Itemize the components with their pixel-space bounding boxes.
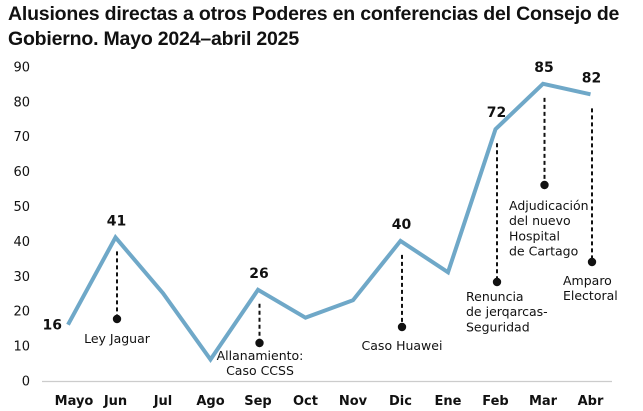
- annotation-label: del nuevo: [509, 213, 571, 228]
- x-tick-label: Nov: [339, 394, 368, 409]
- annotation-label: de Cartago: [509, 244, 578, 259]
- y-tick-label: 70: [13, 130, 30, 145]
- annotation-dot: [397, 322, 407, 332]
- y-tick-label: 20: [13, 305, 30, 320]
- x-tick-label: Feb: [482, 394, 508, 409]
- annotation-label: Caso CCSS: [226, 363, 294, 378]
- x-tick-label: Ene: [435, 394, 462, 409]
- annotation-label: Caso Huawei: [362, 338, 443, 353]
- data-label: 16: [43, 318, 62, 334]
- annotation-label: Ley Jaguar: [84, 331, 151, 346]
- y-tick-label: 80: [13, 95, 30, 110]
- x-tick-label: Ago: [196, 394, 224, 409]
- y-tick-label: 40: [13, 235, 30, 250]
- annotation-label: Amparo: [563, 273, 612, 288]
- annotation-label: de jerqarcas-: [466, 304, 548, 319]
- data-label: 40: [392, 217, 412, 233]
- annotation-dot: [255, 338, 264, 348]
- x-tick-label: Abr: [578, 394, 604, 409]
- x-tick-label: Mar: [529, 394, 558, 409]
- data-label: 72: [487, 105, 506, 121]
- annotation-dot: [492, 277, 502, 287]
- annotation-dot: [540, 180, 549, 190]
- annotation-label: Allanamiento:: [217, 348, 304, 363]
- annotation-label: Seguridad: [466, 319, 530, 334]
- annotation-label: Hospital: [509, 228, 560, 243]
- annotation-label: Electoral: [563, 288, 618, 303]
- x-tick-label: Dic: [389, 394, 412, 409]
- data-label: 41: [107, 213, 126, 229]
- x-tick-label: Mayo: [55, 394, 94, 409]
- data-label: 82: [582, 70, 601, 86]
- data-label: 85: [534, 60, 553, 76]
- x-tick-label: Sep: [244, 394, 272, 409]
- annotation-dot: [112, 314, 122, 324]
- data-label: 26: [249, 266, 268, 282]
- annotation-dot: [587, 257, 597, 267]
- y-tick-label: 90: [13, 60, 30, 75]
- annotation-label: Adjudicación: [509, 198, 589, 213]
- series-line: [66, 81, 591, 364]
- annotation-label: Renuncia: [466, 289, 524, 304]
- y-tick-label: 50: [13, 200, 30, 215]
- x-tick-label: Jul: [153, 394, 173, 409]
- x-tick-label: Jun: [103, 394, 127, 409]
- x-tick-label: Oct: [293, 394, 318, 409]
- y-tick-label: 30: [13, 270, 30, 285]
- y-tick-label: 10: [13, 340, 30, 355]
- y-tick-label: 0: [22, 375, 30, 390]
- chart-title: Alusiones directas a otros Poderes en co…: [8, 3, 620, 50]
- y-tick-label: 60: [13, 165, 30, 180]
